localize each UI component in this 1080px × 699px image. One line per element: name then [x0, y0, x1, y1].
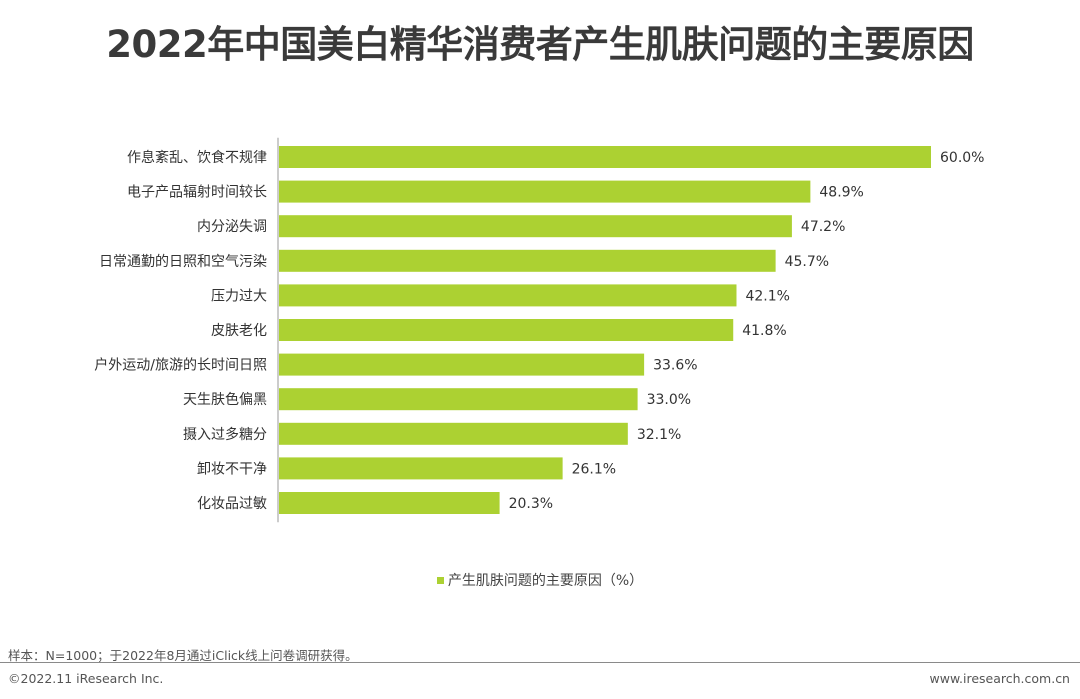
value-label: 33.0% [647, 392, 691, 408]
copyright-text: ©2022.11 iResearch Inc. [8, 671, 164, 686]
value-label: 32.1% [637, 427, 681, 443]
bar [279, 422, 628, 445]
value-label: 26.1% [572, 461, 616, 477]
value-label: 20.3% [509, 496, 553, 512]
category-label: 化妆品过敏 [197, 496, 267, 512]
bar [279, 353, 645, 376]
value-label: 48.9% [819, 185, 863, 201]
legend-label: 产生肌肤问题的主要原因（%） [447, 573, 644, 589]
bar [279, 319, 734, 341]
value-label: 33.6% [653, 358, 697, 374]
category-label: 日常通勤的日照和空气污染 [99, 254, 267, 270]
category-label: 作息紊乱、饮食不规律 [127, 149, 267, 166]
bar [279, 215, 792, 238]
bar [279, 249, 776, 272]
website-url: www.iresearch.com.cn [929, 671, 1071, 686]
value-label: 60.0% [940, 150, 984, 166]
bar [279, 492, 500, 514]
value-label: 41.8% [742, 323, 786, 339]
bar [279, 388, 638, 411]
footer-divider [0, 662, 1080, 663]
category-label: 皮肤老化 [211, 323, 267, 339]
sample-note: 样本：N=1000；于2022年8月通过iClick线上问卷调研获得。 [8, 648, 358, 663]
category-label: 摄入过多糖分 [183, 426, 267, 443]
bar [279, 457, 563, 480]
bar [279, 284, 737, 307]
category-label: 内分泌失调 [197, 219, 267, 235]
category-label: 压力过大 [211, 288, 267, 304]
value-label: 45.7% [785, 254, 829, 270]
category-label: 电子产品辐射时间较长 [127, 185, 267, 201]
value-label: 42.1% [745, 288, 789, 304]
bar [279, 146, 931, 168]
value-label: 47.2% [801, 219, 845, 235]
legend-swatch [436, 576, 444, 584]
legend: 产生肌肤问题的主要原因（%） [0, 570, 1080, 590]
chart-title: 2022年中国美白精华消费者产生肌肤问题的主要原因 [106, 23, 974, 66]
category-label: 天生肤色偏黑 [183, 391, 267, 408]
category-label: 卸妆不干净 [197, 461, 267, 477]
category-label: 户外运动/旅游的长时间日照 [94, 357, 267, 374]
bar-chart: 作息紊乱、饮食不规律 60.0% 电子产品辐射时间较长 48.9% 内分泌失调 47.2%… [94, 137, 984, 523]
bar [279, 180, 811, 203]
